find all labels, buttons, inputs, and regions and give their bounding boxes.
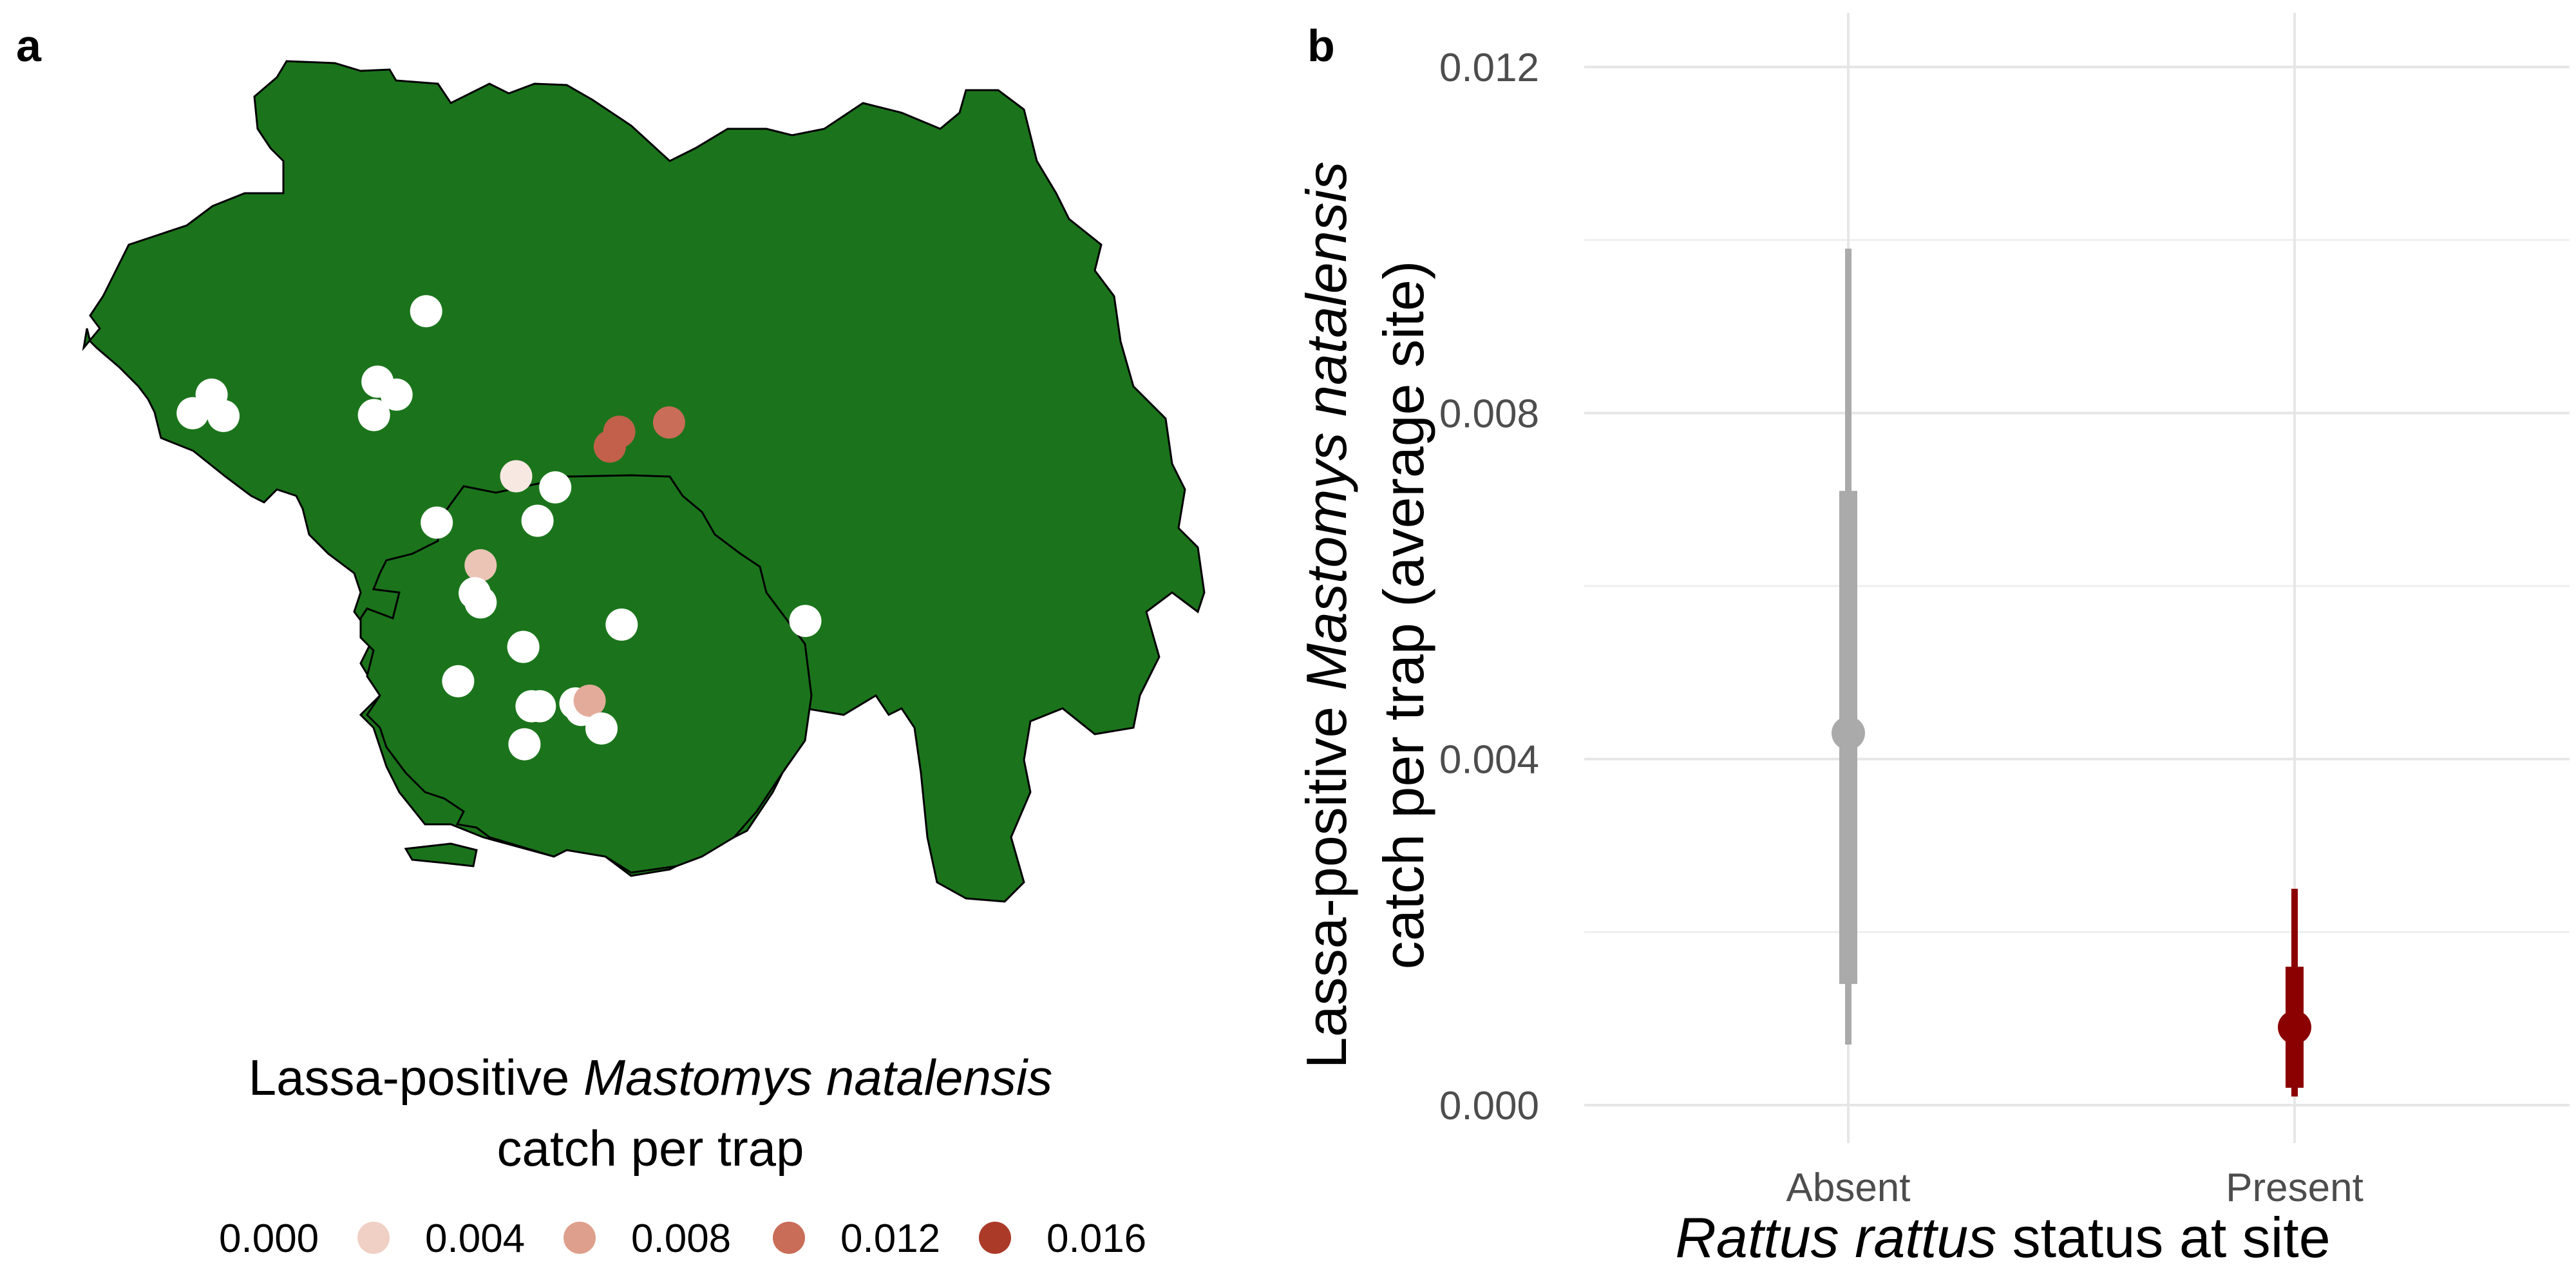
y-axis-title-line1: Lassa-positive Mastomys natalensis (1294, 162, 1358, 1069)
y-tick-label: 0.004 (1439, 738, 1539, 782)
legend-label: 0.012 (840, 1217, 940, 1261)
x-axis-title: Rattus rattus status at site (1675, 1206, 2330, 1269)
legend-label: 0.004 (425, 1217, 525, 1261)
x-tick-label: Present (2226, 1166, 2363, 1210)
site-point (421, 506, 453, 539)
site-point (652, 406, 685, 439)
site-point (380, 378, 413, 411)
legend-items: 0.000 0.004 0.008 0.012 0.016 (219, 1217, 1146, 1261)
site-point (585, 712, 618, 745)
site-point (464, 549, 497, 582)
site-point (539, 471, 572, 504)
site-point (507, 630, 540, 663)
legend: Lassa-positive Mastomys natalensis catch… (219, 1049, 1146, 1261)
chart-marks (1832, 249, 2311, 1097)
site-point (573, 685, 606, 717)
site-point (789, 605, 822, 638)
point-estimate (1832, 716, 1865, 750)
panel-b-label: b (1307, 21, 1335, 71)
x-tick-label: Absent (1786, 1166, 1910, 1210)
y-tick-label: 0.012 (1439, 46, 1539, 90)
y-tick-label: 0.008 (1439, 392, 1539, 436)
legend-label: 0.016 (1046, 1217, 1146, 1261)
legend-swatch (979, 1222, 1011, 1254)
legend-title-line1: Lassa-positive Mastomys natalensis (249, 1049, 1053, 1106)
legend-swatch (564, 1222, 596, 1254)
point-estimate (2278, 1010, 2311, 1045)
site-point (357, 399, 390, 431)
map-island (404, 842, 478, 867)
legend-swatch (357, 1222, 390, 1254)
site-point (500, 460, 533, 493)
site-point (464, 586, 497, 619)
site-point (508, 728, 541, 761)
y-axis-ticks: 0.000 0.004 0.008 0.012 (1439, 46, 1539, 1128)
legend-swatch (773, 1222, 805, 1254)
legend-label: 0.008 (631, 1217, 731, 1261)
site-point (524, 690, 556, 723)
site-point (442, 665, 475, 697)
site-point (410, 295, 442, 328)
y-axis-title-line2: catch per trap (average site) (1372, 261, 1435, 970)
panel-a-label: a (16, 21, 42, 71)
y-tick-label: 0.000 (1439, 1084, 1539, 1128)
site-point (593, 430, 626, 463)
site-points (176, 295, 822, 761)
legend-label: 0.000 (219, 1217, 319, 1261)
site-point (176, 397, 209, 430)
district-map (82, 60, 1206, 903)
x-axis-ticks: Absent Present (1786, 1166, 2363, 1210)
chart-b: 0.000 0.004 0.008 0.012 Absent Present Rattu… (1294, 13, 2570, 1269)
site-point (605, 608, 638, 641)
site-point (521, 504, 554, 537)
grid-lines (1584, 13, 2570, 1143)
site-point (207, 399, 240, 432)
legend-title-line2: catch per trap (497, 1120, 804, 1177)
